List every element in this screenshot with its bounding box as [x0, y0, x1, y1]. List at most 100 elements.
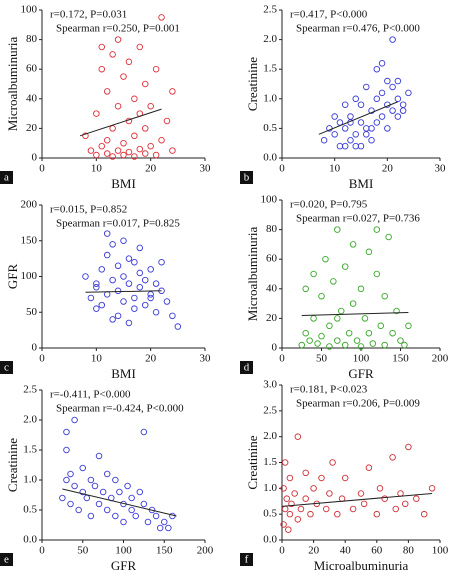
point	[378, 60, 386, 67]
y-tick-label: 1.0	[263, 92, 277, 104]
point	[376, 485, 384, 492]
trendline	[301, 311, 409, 316]
point	[125, 255, 133, 262]
point	[320, 136, 328, 144]
point	[95, 452, 103, 460]
panel-label-box	[240, 361, 253, 374]
y-tick-label: 60	[26, 63, 38, 75]
point	[109, 241, 116, 248]
point	[147, 142, 154, 150]
point	[103, 470, 111, 478]
point	[152, 65, 160, 73]
y-tick-label: 1.5	[263, 63, 277, 75]
x-tick-label: 0	[279, 353, 285, 365]
point	[103, 88, 111, 95]
point	[125, 148, 133, 156]
point	[174, 323, 182, 330]
panel-label: a	[4, 172, 9, 184]
point	[114, 262, 122, 270]
y-tick-label: 2.5	[263, 4, 277, 16]
point	[103, 230, 111, 237]
point	[347, 136, 354, 144]
point	[114, 147, 122, 154]
point	[63, 476, 70, 484]
x-tick-label: 20	[308, 545, 320, 557]
point	[131, 95, 138, 103]
point	[140, 500, 148, 508]
point	[373, 270, 381, 278]
y-axis-label: Creatinine	[245, 57, 260, 111]
y-tick-label: 2.0	[263, 430, 277, 442]
point	[341, 142, 349, 150]
point	[103, 136, 111, 144]
point	[394, 113, 402, 120]
panel-label-box	[240, 553, 253, 566]
point	[341, 474, 349, 482]
point	[302, 469, 309, 477]
point	[381, 341, 388, 349]
point	[281, 505, 289, 513]
point	[93, 280, 100, 287]
point	[93, 151, 100, 159]
point	[163, 298, 171, 305]
point	[79, 464, 86, 472]
point	[326, 490, 333, 497]
point	[169, 312, 176, 320]
x-axis-label: BMI	[111, 366, 136, 381]
panel-label: e	[4, 554, 9, 566]
point	[357, 119, 365, 126]
point	[98, 142, 106, 150]
y-tick-label: 2.0	[263, 33, 277, 45]
y-axis-label: Microalbuminuria	[5, 36, 20, 131]
y-tick-label: 0.0	[23, 534, 37, 546]
annotation: Spearman r=0.250, P=0.001	[56, 23, 180, 35]
panel-label: c	[4, 362, 9, 374]
point	[87, 294, 95, 302]
x-tick-label: 0	[279, 545, 285, 557]
x-axis-label: GFR	[111, 558, 137, 571]
point	[112, 476, 119, 484]
trendline	[281, 493, 433, 507]
annotation: r=-0.411, P<0.000	[50, 389, 131, 401]
point	[318, 474, 325, 482]
point	[280, 521, 287, 528]
point	[125, 319, 133, 327]
point	[125, 280, 133, 287]
x-tick-label: 100	[115, 545, 132, 557]
point	[341, 341, 349, 349]
x-tick-label: 150	[156, 545, 173, 557]
point	[160, 518, 168, 526]
point	[144, 518, 152, 526]
point	[352, 142, 359, 150]
y-axis-label: GFR	[5, 264, 20, 290]
point	[294, 433, 302, 440]
point	[294, 516, 302, 523]
point	[373, 95, 381, 103]
point	[109, 51, 116, 58]
point	[109, 316, 116, 323]
panel-label: f	[245, 554, 249, 566]
point	[329, 459, 336, 466]
point	[357, 142, 365, 150]
y-tick-label: 1.0	[263, 482, 277, 494]
point	[67, 470, 74, 478]
y-tick-label: 60	[266, 253, 278, 265]
point	[368, 125, 375, 132]
point	[310, 270, 317, 278]
x-tick-label: 0	[39, 163, 45, 175]
point	[397, 490, 404, 497]
point	[389, 107, 396, 114]
point	[363, 131, 370, 138]
point	[297, 505, 305, 513]
point	[114, 36, 122, 43]
annotation: r=0.020, P=0.795	[290, 199, 368, 211]
x-tick-label: 50	[316, 353, 328, 365]
point	[93, 305, 100, 312]
point	[75, 506, 82, 514]
point	[394, 95, 402, 103]
point	[286, 474, 294, 482]
point	[428, 485, 436, 492]
x-tick-label: 10	[329, 163, 341, 175]
point	[114, 287, 122, 295]
